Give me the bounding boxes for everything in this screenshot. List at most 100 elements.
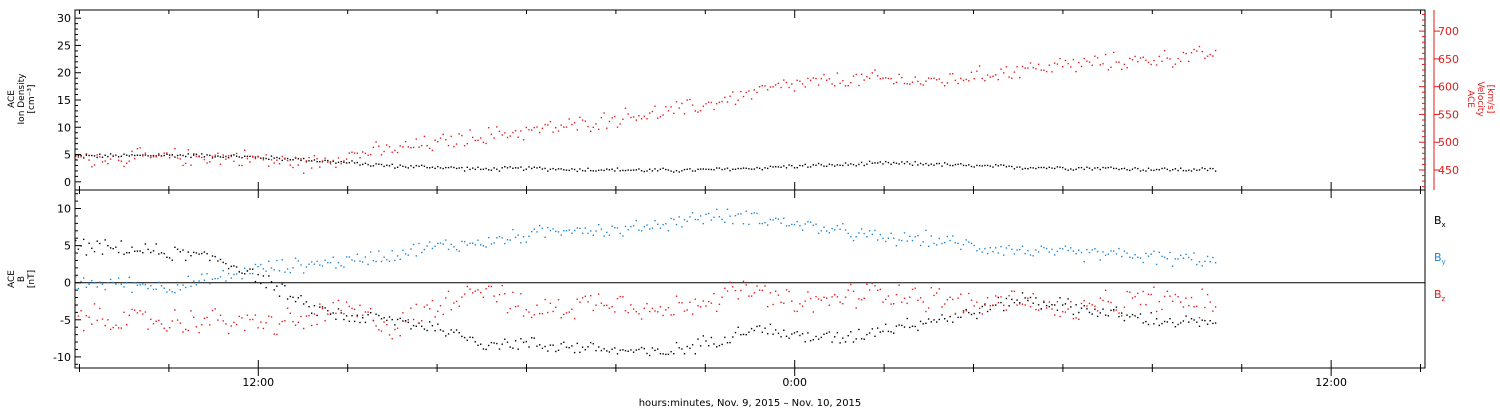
series-bx-point — [83, 238, 85, 241]
series-by-point — [112, 281, 114, 284]
series-by-point — [139, 284, 141, 286]
series-by-point — [718, 216, 721, 218]
series-by-point — [1209, 261, 1211, 263]
series-density-point — [557, 168, 560, 170]
series-bx-point — [359, 321, 361, 324]
series-bz-point — [203, 317, 206, 320]
series-bz-point — [410, 307, 412, 309]
series-bz-point — [179, 322, 181, 324]
series-bx-point — [286, 298, 289, 300]
series-by-point — [740, 213, 742, 215]
series-by-point — [882, 237, 884, 240]
series-bz-point — [844, 296, 847, 298]
series-velocity-point — [488, 127, 490, 129]
series-bx-point — [142, 252, 144, 254]
series-density-point — [421, 164, 423, 166]
series-bz-point — [868, 289, 871, 291]
series-by-point — [1000, 245, 1002, 248]
series-velocity-point — [501, 134, 503, 136]
series-density-point — [718, 167, 721, 169]
series-bx-point — [439, 329, 442, 331]
series-bz-point — [919, 297, 922, 299]
series-bz-point — [394, 328, 396, 331]
series-bx-point — [1011, 298, 1013, 301]
series-by-point — [144, 284, 147, 286]
series-bz-point — [391, 338, 393, 340]
series-velocity-point — [1019, 76, 1021, 79]
series-density-point — [531, 167, 533, 170]
series-density-point — [158, 154, 160, 156]
series-density-point — [244, 155, 246, 157]
series-density-point — [595, 170, 597, 172]
series-density-point — [1163, 167, 1166, 169]
series-by-point — [804, 223, 806, 225]
series-by-point — [590, 230, 592, 232]
series-bz-point — [769, 292, 772, 294]
series-bx-point — [273, 289, 275, 291]
series-bx-point — [847, 335, 849, 337]
series-bz-point — [463, 293, 466, 295]
series-bx-point — [1161, 322, 1163, 325]
series-by-point — [1126, 252, 1128, 254]
series-bx-point — [370, 312, 372, 314]
series-density-point — [214, 156, 216, 158]
series-bx-point — [244, 273, 246, 275]
series-density-point — [176, 154, 179, 157]
series-by-point — [80, 280, 82, 283]
series-density-point — [1099, 168, 1101, 171]
series-bz-point — [332, 301, 334, 304]
series-density-point — [1064, 168, 1067, 170]
series-by-point — [675, 223, 678, 226]
series-density-point — [1035, 167, 1037, 170]
series-bz-point — [796, 310, 798, 313]
series-by-point — [512, 228, 514, 231]
series-velocity-point — [463, 145, 466, 147]
series-by-point — [158, 281, 160, 283]
series-bz-point — [1209, 301, 1211, 303]
series-by-point — [96, 286, 98, 288]
series-velocity-point — [960, 77, 962, 80]
series-by-point — [198, 280, 200, 282]
series-bx-point — [1212, 322, 1214, 325]
series-velocity-point — [879, 78, 881, 80]
series-bz-point — [490, 285, 493, 288]
series-by-point — [643, 226, 645, 228]
series-velocity-point — [348, 152, 350, 154]
series-bz-point — [828, 304, 831, 306]
series-bz-point — [860, 299, 863, 301]
series-velocity-point — [622, 118, 624, 120]
series-velocity-point — [930, 77, 932, 80]
series-bz-point — [657, 311, 659, 313]
series-bz-point — [404, 321, 407, 323]
series-by-point — [724, 221, 726, 223]
series-by-point — [380, 260, 383, 263]
series-by-point — [391, 250, 393, 252]
series-bx-point — [1072, 313, 1075, 316]
series-density-point — [439, 167, 442, 169]
series-velocity-point — [498, 130, 501, 133]
series-bx-point — [750, 327, 753, 330]
series-velocity-point — [938, 78, 940, 80]
series-density-point — [702, 168, 704, 170]
series-bx-point — [879, 331, 881, 333]
series-velocity-point — [547, 124, 549, 126]
series-velocity-point — [477, 139, 479, 141]
series-by-point — [203, 279, 206, 281]
series-bz-point — [734, 289, 737, 292]
series-velocity-point — [252, 155, 254, 157]
series-density-point — [482, 168, 485, 170]
series-bz-point — [504, 293, 506, 295]
series-density-point — [429, 167, 431, 169]
series-bx-point — [1172, 321, 1174, 324]
series-velocity-point — [96, 154, 98, 156]
series-density-point — [533, 166, 535, 168]
series-bz-point — [799, 303, 801, 305]
series-density-point — [179, 154, 181, 156]
series-bx-point — [780, 336, 782, 338]
series-density-point — [791, 165, 793, 167]
series-density-point — [809, 166, 812, 168]
series-by-point — [1021, 245, 1024, 247]
series-bz-point — [1107, 301, 1109, 303]
series-bx-point — [1134, 315, 1136, 317]
series-density-point — [890, 163, 892, 165]
